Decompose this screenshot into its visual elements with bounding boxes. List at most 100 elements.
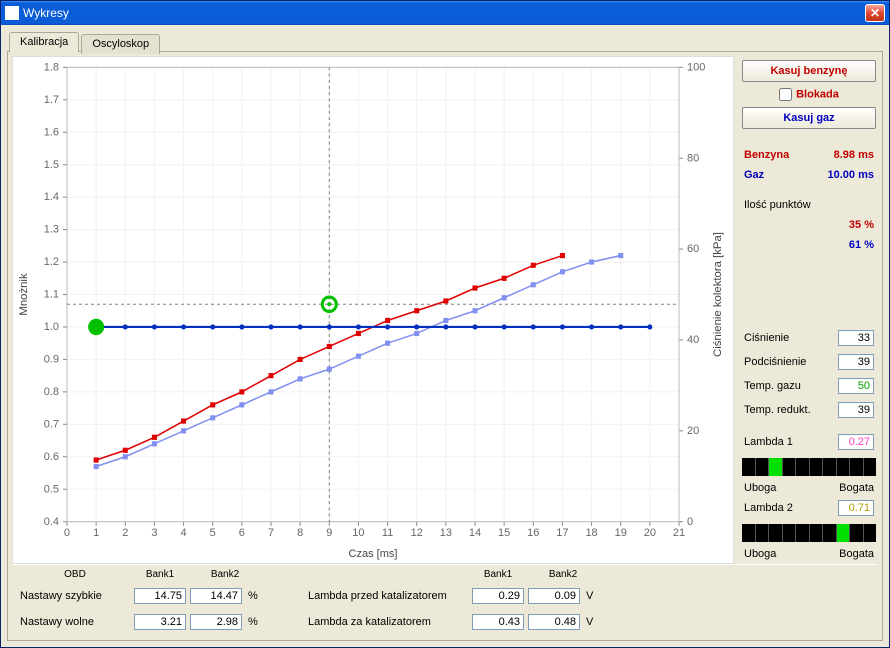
svg-text:60: 60 xyxy=(687,243,699,255)
lz-bank2: 0.48 xyxy=(528,614,580,630)
svg-text:14: 14 xyxy=(469,527,481,539)
svg-text:15: 15 xyxy=(498,527,510,539)
svg-text:7: 7 xyxy=(268,527,274,539)
lambda2-bar xyxy=(742,524,876,542)
svg-text:0: 0 xyxy=(687,516,693,528)
svg-text:80: 80 xyxy=(687,152,699,164)
svg-text:1.8: 1.8 xyxy=(44,61,59,73)
benzyna-label: Benzyna xyxy=(744,149,789,161)
blokada-label: Blokada xyxy=(796,88,839,100)
lambda1-bar xyxy=(742,458,876,476)
svg-text:4: 4 xyxy=(181,527,187,539)
svg-text:1.5: 1.5 xyxy=(44,159,59,171)
right-panel: Kasuj benzynę Blokada Kasuj gaz Benzyna 8… xyxy=(740,56,878,564)
svg-text:9: 9 xyxy=(326,527,332,539)
svg-text:13: 13 xyxy=(440,527,452,539)
svg-text:16: 16 xyxy=(527,527,539,539)
bank2-header-1: Bank2 xyxy=(190,569,260,580)
ilosc-red: 35 % xyxy=(849,219,874,231)
uboga-label-2: Uboga xyxy=(744,548,776,560)
svg-text:0.4: 0.4 xyxy=(44,516,59,528)
svg-text:1.0: 1.0 xyxy=(44,321,59,333)
volt-unit-2: V xyxy=(586,616,598,628)
podcisnienie-label: Podciśnienie xyxy=(744,356,806,368)
chart[interactable]: 0.40.50.60.70.80.91.01.11.21.31.41.51.61… xyxy=(12,56,734,564)
tab-kalibracja[interactable]: Kalibracja xyxy=(9,32,79,52)
ilosc-blue: 61 % xyxy=(849,239,874,251)
gaz-label: Gaz xyxy=(744,169,764,181)
lp-bank1: 0.29 xyxy=(472,588,524,604)
lambda2-label: Lambda 2 xyxy=(744,502,793,514)
lambda-przed-label: Lambda przed katalizatorem xyxy=(308,590,468,602)
lp-bank2: 0.09 xyxy=(528,588,580,604)
svg-text:Mnożnik: Mnożnik xyxy=(18,273,30,316)
svg-text:1.3: 1.3 xyxy=(44,224,59,236)
bank1-header-1: Bank1 xyxy=(134,569,186,580)
svg-text:5: 5 xyxy=(210,527,216,539)
cisnienie-value: 33 xyxy=(838,330,874,346)
svg-text:0.8: 0.8 xyxy=(44,386,59,398)
lambda1-label: Lambda 1 xyxy=(744,436,793,448)
nastawy-szybkie-label: Nastawy szybkie xyxy=(20,590,130,602)
svg-text:20: 20 xyxy=(644,527,656,539)
nw-bank1: 3.21 xyxy=(134,614,186,630)
svg-text:0.5: 0.5 xyxy=(44,483,59,495)
nastawy-wolne-label: Nastawy wolne xyxy=(20,616,130,628)
tab-panel: 0.40.50.60.70.80.91.01.11.21.31.41.51.61… xyxy=(7,51,883,641)
svg-text:1.1: 1.1 xyxy=(44,288,59,300)
kasuj-gaz-button[interactable]: Kasuj gaz xyxy=(742,107,876,129)
cisnienie-label: Ciśnienie xyxy=(744,332,789,344)
bogata-label-1: Bogata xyxy=(839,482,874,494)
podcisnienie-value: 39 xyxy=(838,354,874,370)
uboga-label-1: Uboga xyxy=(744,482,776,494)
ns-bank1: 14.75 xyxy=(134,588,186,604)
temp-redukt-value: 39 xyxy=(838,402,874,418)
kasuj-benzyne-button[interactable]: Kasuj benzynę xyxy=(742,60,876,82)
lambda1-value: 0.27 xyxy=(838,434,874,450)
svg-text:1.4: 1.4 xyxy=(44,191,59,203)
svg-text:6: 6 xyxy=(239,527,245,539)
blokada-checkbox[interactable] xyxy=(779,88,792,101)
svg-text:8: 8 xyxy=(297,527,303,539)
blokada-row: Blokada xyxy=(742,86,876,103)
svg-text:11: 11 xyxy=(382,527,393,539)
lambda2-value: 0.71 xyxy=(838,500,874,516)
svg-text:1.6: 1.6 xyxy=(44,126,59,138)
app-icon xyxy=(5,6,19,20)
benzyna-value: 8.98 ms xyxy=(834,149,874,161)
svg-text:Ciśnienie kolektora [kPa]: Ciśnienie kolektora [kPa] xyxy=(712,232,724,357)
svg-text:21: 21 xyxy=(673,527,685,539)
svg-text:17: 17 xyxy=(556,527,568,539)
svg-text:40: 40 xyxy=(687,334,699,346)
pct-unit-2: % xyxy=(248,616,260,628)
svg-text:1.7: 1.7 xyxy=(44,94,59,106)
nw-bank2: 2.98 xyxy=(190,614,242,630)
pct-unit-1: % xyxy=(248,590,260,602)
ns-bank2: 14.47 xyxy=(190,588,242,604)
svg-text:100: 100 xyxy=(687,61,705,73)
gaz-value: 10.00 ms xyxy=(828,169,874,181)
bank2-header-2: Bank2 xyxy=(528,569,598,580)
lz-bank1: 0.43 xyxy=(472,614,524,630)
upper-area: 0.40.50.60.70.80.91.01.11.21.31.41.51.61… xyxy=(12,56,878,564)
lambda-za-label: Lambda za katalizatorem xyxy=(308,616,468,628)
svg-text:0: 0 xyxy=(64,527,70,539)
tab-oscyloskop[interactable]: Oscyloskop xyxy=(81,34,160,54)
svg-text:1.2: 1.2 xyxy=(44,256,59,268)
volt-unit-1: V xyxy=(586,590,598,602)
svg-text:18: 18 xyxy=(585,527,597,539)
svg-text:10: 10 xyxy=(352,527,364,539)
bank1-header-2: Bank1 xyxy=(472,569,524,580)
svg-text:1: 1 xyxy=(93,527,99,539)
svg-text:0.6: 0.6 xyxy=(44,451,59,463)
svg-text:0.7: 0.7 xyxy=(44,418,59,430)
tab-strip: Kalibracja Oscyloskop xyxy=(7,31,883,51)
window: Wykresy ✕ Kalibracja Oscyloskop 0.4 0.5 0.… xyxy=(0,0,890,648)
svg-text:2: 2 xyxy=(122,527,128,539)
client-area: Kalibracja Oscyloskop 0.40.50.60.70.80.9… xyxy=(1,25,889,647)
window-title: Wykresy xyxy=(23,6,69,20)
close-button[interactable]: ✕ xyxy=(865,4,885,22)
bottom-panel: OBD Nastawy szybkie Nastawy wolne Bank1 … xyxy=(12,564,878,636)
bogata-label-2: Bogata xyxy=(839,548,874,560)
svg-text:3: 3 xyxy=(151,527,157,539)
